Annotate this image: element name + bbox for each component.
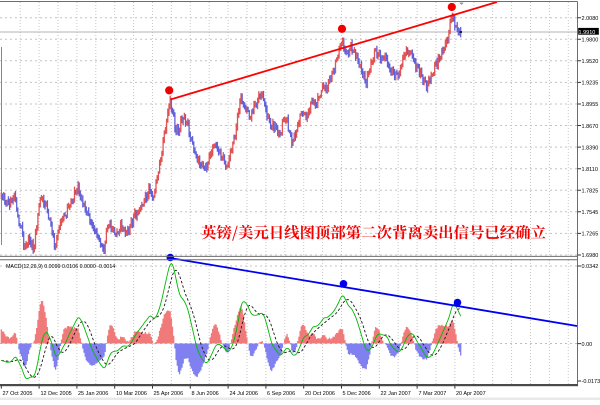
svg-text:8 Jun 2006: 8 Jun 2006 (192, 391, 219, 397)
svg-text:10 Mar 2006: 10 Mar 2006 (116, 391, 147, 397)
svg-text:20 Oct 2006: 20 Oct 2006 (305, 391, 335, 397)
svg-text:1.8110: 1.8110 (582, 167, 598, 173)
svg-text:1.9800: 1.9800 (582, 38, 599, 44)
svg-text:7 Mar 2007: 7 Mar 2007 (419, 391, 447, 397)
svg-text:1.6980: 1.6980 (582, 253, 599, 259)
svg-text:1.9520: 1.9520 (582, 59, 599, 65)
svg-text:24 Jul 2006: 24 Jul 2006 (230, 391, 258, 397)
svg-text:1.9910: 1.9910 (579, 30, 596, 36)
svg-text:1.7265: 1.7265 (582, 232, 599, 238)
svg-text:1.7545: 1.7545 (582, 210, 599, 216)
svg-text:6 Sep 2006: 6 Sep 2006 (267, 391, 295, 397)
svg-text:25 Jan 2006: 25 Jan 2006 (78, 391, 108, 397)
svg-text:1.9235: 1.9235 (582, 81, 599, 87)
svg-text:25 Apr 2006: 25 Apr 2006 (154, 391, 184, 397)
svg-text:0.0342: 0.0342 (582, 264, 599, 270)
svg-text:12 Dec 2005: 12 Dec 2005 (41, 391, 72, 397)
svg-text:20 Apr 2007: 20 Apr 2007 (456, 391, 486, 397)
svg-text:22 Jan 2007: 22 Jan 2007 (381, 391, 411, 397)
svg-text:27 Oct 2005: 27 Oct 2005 (3, 391, 33, 397)
svg-text:1.8955: 1.8955 (582, 102, 599, 108)
svg-text:1.7825: 1.7825 (582, 189, 599, 195)
svg-text:5 Dec 2006: 5 Dec 2006 (343, 391, 371, 397)
svg-text:-0.0173: -0.0173 (582, 379, 600, 385)
svg-text:2.0080: 2.0080 (582, 16, 599, 22)
svg-text:1.8390: 1.8390 (582, 146, 599, 152)
svg-text:1.8670: 1.8670 (582, 124, 599, 130)
svg-text:0.00: 0.00 (582, 342, 593, 348)
svg-text:MACD(12,26,9) 0.0099 0.0106 0.: MACD(12,26,9) 0.0099 0.0106 0.0000 -0.00… (6, 264, 115, 270)
